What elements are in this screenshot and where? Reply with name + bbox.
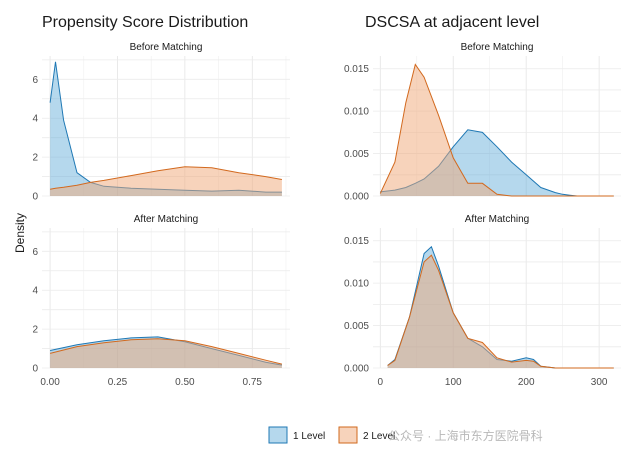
plot-dscsa-before: Before Matching 0.000 0.005 0.010 0.015 — [344, 42, 621, 203]
legend-label-2-level: 2 Level — [363, 431, 395, 442]
density-line-2-level — [387, 254, 614, 369]
facet-label: Before Matching — [130, 42, 203, 53]
plot-propensity-before: Before Matching 0 2 4 6 — [32, 42, 290, 203]
x-tick-label: 200 — [518, 377, 535, 388]
legend-label-1-level: 1 Level — [293, 431, 325, 442]
facet-label: After Matching — [134, 214, 198, 225]
y-tick-label: 2 — [32, 325, 38, 336]
y-tick-label: 0.000 — [344, 364, 369, 375]
legend-swatch-1-level — [268, 426, 288, 444]
y-tick-label: 6 — [32, 75, 38, 86]
density-area-2-level — [380, 64, 614, 196]
x-tick-label: 0.25 — [108, 377, 128, 388]
y-tick-label: 0.005 — [344, 321, 369, 332]
y-tick-label: 0.010 — [344, 107, 369, 118]
density-area-2-level — [50, 166, 282, 196]
y-tick-label: 0.015 — [344, 64, 369, 75]
legend-swatch-2-level — [338, 426, 358, 444]
facet-label: After Matching — [465, 214, 529, 225]
y-tick-label: 4 — [32, 286, 38, 297]
x-tick-label: 0.00 — [40, 377, 60, 388]
right-panel-title: DSCSA at adjacent level — [365, 14, 539, 31]
density-area-1-level — [50, 61, 282, 196]
plot-propensity-after: After Matching 0 2 4 6 0.00 0.25 0.50 0.75 — [32, 214, 290, 388]
legend: 1 Level 2 Level — [268, 426, 395, 444]
y-tick-label: 6 — [32, 247, 38, 258]
left-panel-title: Propensity Score Distribution — [42, 14, 248, 31]
facet-label: Before Matching — [461, 42, 534, 53]
x-tick-label: 0.75 — [243, 377, 263, 388]
density-line-2-level — [49, 338, 283, 365]
x-tick-label: 300 — [591, 377, 608, 388]
y-tick-label: 0 — [32, 364, 38, 375]
y-tick-label: 4 — [32, 114, 38, 125]
x-tick-label: 0 — [378, 377, 384, 388]
plot-dscsa-after: After Matching 0.000 0.005 0.010 0.015 0 100 20… — [344, 214, 621, 388]
watermark: 公众号 · 上海市东方医院骨科 — [388, 428, 543, 443]
density-line-2-level — [379, 63, 614, 197]
density-area-2-level — [50, 338, 282, 368]
density-line-2-level — [50, 166, 282, 190]
density-area-2-level — [387, 255, 614, 368]
y-tick-label: 2 — [32, 153, 38, 164]
y-tick-label: 0.015 — [344, 236, 369, 247]
x-tick-label: 0.50 — [175, 377, 195, 388]
y-tick-label: 0.000 — [344, 192, 369, 203]
y-tick-label: 0.010 — [344, 279, 369, 290]
x-tick-label: 100 — [445, 377, 462, 388]
y-tick-label: 0 — [32, 192, 38, 203]
y-axis-label: Density — [13, 213, 27, 253]
y-tick-label: 0.005 — [344, 149, 369, 160]
